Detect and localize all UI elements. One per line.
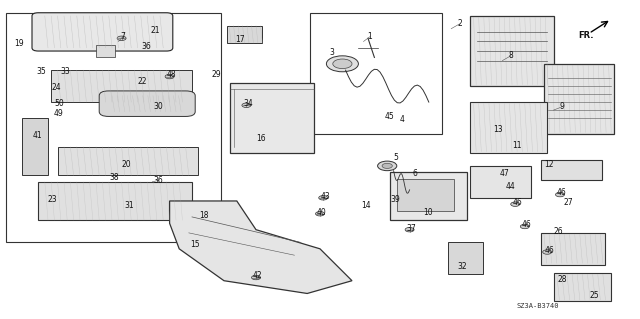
Text: 40: 40 — [316, 208, 326, 217]
Circle shape — [316, 211, 324, 216]
Circle shape — [326, 56, 358, 72]
Text: 21: 21 — [150, 26, 159, 35]
Bar — [227, 26, 262, 43]
Circle shape — [252, 275, 260, 280]
Text: 44: 44 — [506, 182, 516, 191]
Bar — [38, 182, 192, 220]
Circle shape — [511, 202, 520, 206]
Bar — [554, 273, 611, 301]
Text: 5: 5 — [393, 153, 398, 162]
Circle shape — [319, 196, 328, 200]
Text: 23: 23 — [47, 195, 58, 204]
Text: 33: 33 — [60, 67, 70, 76]
Text: 38: 38 — [109, 173, 119, 182]
Circle shape — [543, 250, 552, 254]
Text: 14: 14 — [361, 201, 371, 210]
Text: 11: 11 — [513, 141, 522, 150]
Bar — [470, 166, 531, 198]
Bar — [96, 45, 115, 57]
Circle shape — [556, 192, 564, 197]
FancyBboxPatch shape — [99, 91, 195, 116]
Text: 13: 13 — [493, 125, 503, 134]
Text: 49: 49 — [54, 109, 64, 118]
Bar — [544, 64, 614, 134]
Text: 2: 2 — [457, 19, 462, 28]
Bar — [230, 83, 314, 153]
Bar — [22, 118, 48, 175]
Circle shape — [242, 103, 251, 108]
Text: 28: 28 — [557, 275, 566, 284]
Text: 37: 37 — [406, 224, 416, 233]
Text: 27: 27 — [563, 198, 573, 207]
Text: 18: 18 — [199, 211, 208, 220]
Text: 9: 9 — [559, 102, 564, 111]
Text: 7: 7 — [120, 32, 125, 41]
Circle shape — [117, 36, 126, 41]
Text: 22: 22 — [138, 77, 147, 86]
Text: 36: 36 — [141, 42, 151, 51]
Text: 50: 50 — [54, 99, 64, 108]
Bar — [541, 160, 602, 180]
Text: 43: 43 — [320, 192, 330, 201]
Text: 41: 41 — [32, 131, 42, 140]
Text: 46: 46 — [521, 220, 531, 229]
Text: 47: 47 — [499, 169, 509, 178]
Circle shape — [520, 224, 529, 229]
Polygon shape — [170, 201, 352, 293]
Text: 31: 31 — [124, 201, 134, 210]
Text: 15: 15 — [190, 240, 200, 249]
Text: 30: 30 — [154, 102, 164, 111]
Bar — [470, 102, 547, 153]
Text: 34: 34 — [243, 99, 253, 108]
Bar — [58, 147, 198, 175]
Text: 1: 1 — [367, 32, 372, 41]
Text: 42: 42 — [252, 271, 262, 280]
Text: 35: 35 — [36, 67, 47, 76]
Bar — [397, 179, 454, 211]
Text: 24: 24 — [51, 83, 61, 92]
Text: 36: 36 — [154, 176, 164, 185]
Bar — [541, 233, 605, 265]
Text: 4: 4 — [399, 115, 404, 124]
Circle shape — [382, 163, 392, 168]
Text: 46: 46 — [544, 246, 554, 255]
Bar — [310, 13, 442, 134]
Text: FR.: FR. — [578, 31, 593, 40]
Text: 46: 46 — [512, 198, 522, 207]
Text: 19: 19 — [14, 39, 24, 48]
Text: 39: 39 — [390, 195, 401, 204]
Text: 3: 3 — [329, 48, 334, 57]
Bar — [6, 13, 221, 242]
FancyBboxPatch shape — [32, 13, 173, 51]
Bar — [390, 172, 467, 220]
Circle shape — [378, 161, 397, 171]
Bar — [470, 16, 554, 86]
Text: 10: 10 — [422, 208, 433, 217]
Circle shape — [405, 227, 414, 232]
Text: 45: 45 — [384, 112, 394, 121]
Text: 12: 12 — [545, 160, 554, 169]
Text: 46: 46 — [557, 189, 567, 197]
Text: 17: 17 — [235, 35, 245, 44]
Text: 26: 26 — [553, 227, 563, 236]
Text: 32: 32 — [457, 262, 467, 271]
Text: 48: 48 — [166, 70, 177, 79]
Text: 8: 8 — [508, 51, 513, 60]
Bar — [448, 242, 483, 274]
Text: SZ3A-B3740: SZ3A-B3740 — [516, 303, 559, 309]
Circle shape — [333, 59, 352, 69]
Text: 16: 16 — [256, 134, 266, 143]
Text: 20: 20 — [122, 160, 132, 169]
Text: 29: 29 — [211, 70, 221, 79]
Text: 25: 25 — [589, 291, 599, 300]
Circle shape — [165, 74, 174, 79]
Bar — [51, 70, 192, 102]
Text: 6: 6 — [412, 169, 417, 178]
